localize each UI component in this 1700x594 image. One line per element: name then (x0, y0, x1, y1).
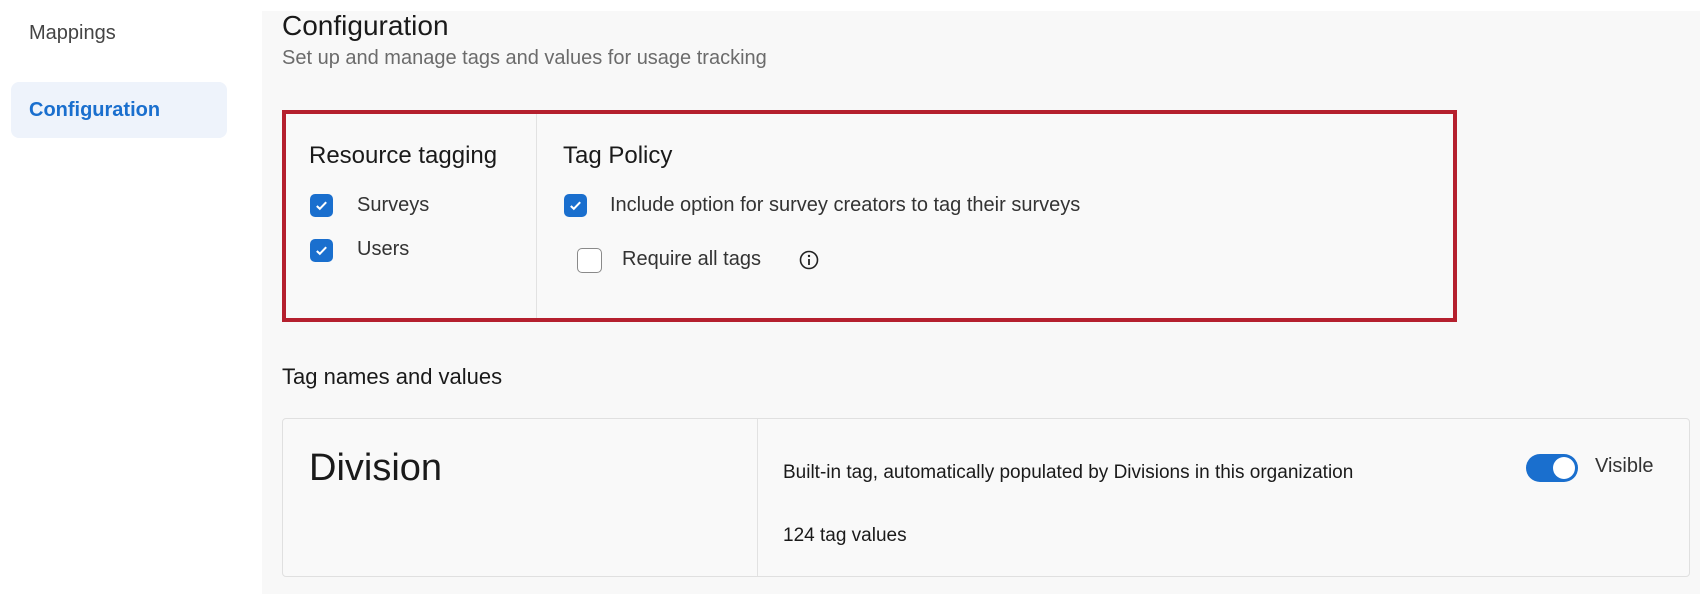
info-icon[interactable] (798, 249, 820, 271)
divider (536, 114, 537, 318)
require-all-tags-label: Require all tags (622, 248, 761, 270)
divider (757, 419, 758, 576)
tag-description: Built-in tag, automatically populated by… (783, 462, 1354, 483)
sidebar-item-configuration[interactable]: Configuration (11, 82, 227, 138)
tag-name: Division (309, 447, 443, 489)
visible-toggle[interactable] (1526, 454, 1578, 482)
tagging-settings-box: Resource tagging Surveys Users Tag Polic… (282, 110, 1457, 322)
tag-section-heading: Tag names and values (282, 364, 503, 389)
surveys-checkbox[interactable] (310, 194, 333, 217)
include-option-label: Include option for survey creators to ta… (610, 194, 1081, 216)
users-checkbox[interactable] (310, 239, 333, 262)
tag-policy-heading: Tag Policy (563, 142, 673, 169)
page-title: Configuration (282, 10, 449, 41)
page-subtitle: Set up and manage tags and values for us… (282, 47, 767, 69)
tag-value-count: 124 tag values (783, 525, 907, 546)
sidebar-item-mappings[interactable]: Mappings (29, 22, 116, 44)
surveys-label: Surveys (357, 194, 430, 216)
include-option-checkbox[interactable] (564, 194, 587, 217)
check-icon (316, 246, 327, 256)
resource-tagging-heading: Resource tagging (309, 142, 498, 169)
check-icon (570, 201, 581, 211)
check-icon (316, 201, 327, 211)
toggle-knob (1553, 457, 1575, 479)
users-label: Users (357, 238, 410, 260)
tag-card-division: Division Built-in tag, automatically pop… (282, 418, 1690, 577)
require-all-tags-checkbox[interactable] (577, 248, 602, 273)
visible-label: Visible (1595, 455, 1654, 477)
